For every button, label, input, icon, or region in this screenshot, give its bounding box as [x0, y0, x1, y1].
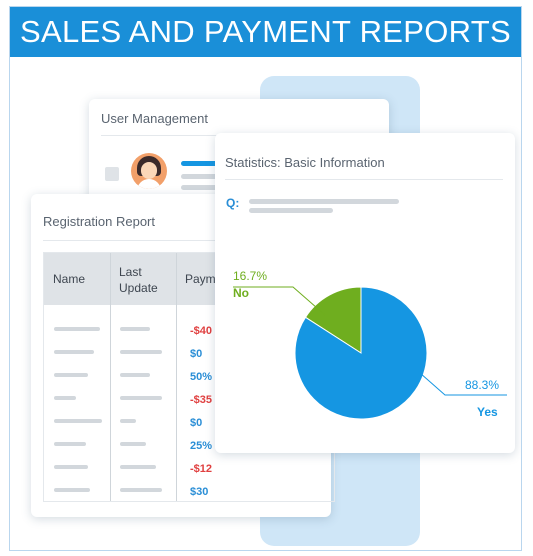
name-placeholder [54, 396, 76, 400]
question-placeholder [249, 208, 333, 213]
update-placeholder [120, 488, 162, 492]
update-placeholder [120, 396, 162, 400]
banner-title: SALES AND PAYMENT REPORTS [10, 7, 521, 57]
update-placeholder [120, 442, 146, 446]
update-placeholder [120, 350, 162, 354]
column-header-name[interactable]: Name [53, 272, 86, 286]
update-placeholder [120, 373, 150, 377]
avatar [131, 153, 167, 189]
registration-report-title: Registration Report [43, 214, 155, 229]
user-detail-placeholder [181, 174, 221, 179]
pie-slice-yes [294, 286, 428, 420]
user-name-placeholder [181, 161, 241, 166]
yes-leader-line [419, 372, 507, 396]
pie-slice-no [304, 286, 362, 354]
yes-label: Yes [477, 405, 498, 419]
statistics-card: Statistics: Basic Information Q: 16.7% N… [215, 133, 515, 453]
name-placeholder [54, 373, 88, 377]
payment-cell: 25% [190, 440, 213, 452]
question-placeholder [249, 199, 399, 204]
payment-cell: 50% [190, 371, 213, 383]
yes-percent-label: 88.3% [465, 378, 500, 392]
update-placeholder [120, 327, 150, 331]
payment-cell: -$12 [190, 463, 213, 475]
column-header-payment[interactable]: Paym [185, 272, 216, 286]
statistics-divider [225, 179, 503, 180]
name-placeholder [54, 350, 94, 354]
user-select-checkbox[interactable] [105, 167, 119, 181]
statistics-title: Statistics: Basic Information [225, 155, 385, 170]
name-placeholder [54, 465, 88, 469]
update-placeholder [120, 419, 136, 423]
promo-frame: SALES AND PAYMENT REPORTS User Managemen… [9, 6, 522, 551]
question-label: Q: [226, 196, 240, 210]
payment-cell: $0 [190, 417, 203, 429]
no-label: No [233, 286, 249, 300]
payment-cell: $30 [190, 486, 209, 498]
payment-cell: -$35 [190, 394, 213, 406]
payment-cell: $0 [190, 348, 203, 360]
update-placeholder [120, 465, 156, 469]
user-management-title: User Management [101, 111, 208, 126]
no-percent-label: 16.7% [233, 269, 268, 283]
payment-cell: -$40 [190, 325, 213, 337]
name-placeholder [54, 488, 90, 492]
user-detail-placeholder [181, 185, 235, 190]
name-placeholder [54, 327, 100, 331]
name-placeholder [54, 442, 86, 446]
name-placeholder [54, 419, 102, 423]
no-leader-line [233, 286, 326, 316]
column-header-last-update[interactable]: Last Update [119, 265, 158, 295]
registration-report-divider [43, 240, 319, 241]
pie-chart [233, 286, 507, 420]
